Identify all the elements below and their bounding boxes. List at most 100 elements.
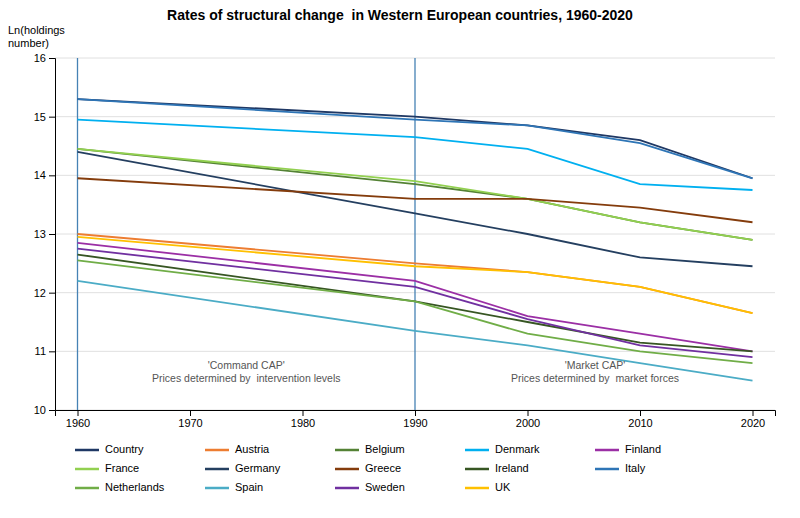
tick: 1980	[291, 410, 315, 429]
legend-swatch	[465, 487, 489, 490]
series-line	[78, 249, 753, 358]
text-line: number)	[8, 37, 49, 49]
tick-label: 1980	[291, 417, 315, 429]
chart: 1960 1970 1980 1990 2000 2010 2020 10 11 12 13 14 15…	[0, 0, 800, 518]
legend-label: Denmark	[495, 443, 540, 455]
series-line	[78, 149, 753, 240]
tick-mark	[190, 410, 191, 416]
legend-swatch	[205, 449, 229, 452]
legend-label: Netherlands	[105, 481, 165, 493]
legend-item: UK	[465, 481, 511, 493]
legend-swatch	[465, 449, 489, 452]
tick: 2020	[741, 410, 765, 429]
plot: 1960 1970 1980 1990 2000 2010 2020 10 11 12 13 14 15…	[34, 52, 776, 429]
legend-label: Spain	[235, 481, 263, 493]
legend-label: Country	[105, 443, 144, 455]
legend-label: Greece	[365, 462, 401, 474]
legend-label: Sweden	[365, 481, 405, 493]
legend-item: Belgium	[335, 443, 405, 455]
tick-mark	[753, 410, 754, 416]
text-line: Prices determined by intervention levels	[152, 371, 341, 383]
legend-label: Austria	[235, 443, 270, 455]
tick: 10	[34, 404, 55, 416]
tick-label: 16	[34, 52, 46, 64]
grid	[55, 58, 775, 410]
tick: 11	[35, 345, 55, 357]
tick-mark	[415, 410, 416, 416]
legend-swatch	[75, 468, 99, 471]
series-line	[78, 255, 753, 352]
legend-item: Greece	[335, 462, 401, 474]
tick-label: 1990	[403, 417, 427, 429]
tick: 16	[34, 52, 55, 64]
series-line	[78, 152, 753, 266]
legend-item: Denmark	[465, 443, 540, 455]
tick: 12	[34, 287, 55, 299]
tick-label: 2000	[516, 417, 540, 429]
tick-mark	[640, 410, 641, 416]
x-axis: 1960 1970 1980 1990 2000 2010 2020	[56, 410, 776, 429]
legend-item: Country	[75, 443, 144, 455]
tick: 2010	[628, 410, 652, 429]
tick-mark	[49, 58, 55, 59]
legend-item: Ireland	[465, 462, 529, 474]
legend: Country Austria Belgium Denmark Finland Franc…	[75, 443, 661, 493]
legend-swatch	[335, 487, 359, 490]
legend-item: France	[75, 462, 139, 474]
legend-item: Italy	[595, 462, 646, 474]
tick: 1960	[66, 410, 90, 429]
tick-mark	[528, 410, 529, 416]
legend-label: UK	[495, 481, 511, 493]
legend-swatch	[205, 487, 229, 490]
tick-label: 2020	[741, 417, 765, 429]
text-line: Ln(holdings	[8, 24, 65, 36]
tick: 14	[34, 169, 55, 181]
series-line	[78, 178, 753, 222]
tick: 1970	[178, 410, 202, 429]
legend-item: Finland	[595, 443, 661, 455]
text-line: 'Command CAP'	[208, 358, 285, 370]
marks	[78, 58, 753, 410]
legend-label: Germany	[235, 462, 281, 474]
legend-swatch	[75, 449, 99, 452]
text-line: 'Market CAP'	[565, 358, 626, 370]
series-line	[78, 237, 753, 313]
tick: 2000	[516, 410, 540, 429]
legend-swatch	[335, 468, 359, 471]
legend-label: Italy	[625, 462, 646, 474]
tick-mark	[49, 117, 55, 118]
series-line	[78, 260, 753, 363]
legend-label: Finland	[625, 443, 661, 455]
legend-item: Austria	[205, 443, 270, 455]
legend-swatch	[465, 468, 489, 471]
tick-label: 1970	[178, 417, 202, 429]
y-axis: 10 11 12 13 14 15 16	[34, 52, 56, 416]
series-line	[78, 120, 753, 190]
legend-swatch	[205, 468, 229, 471]
legend-label: France	[105, 462, 139, 474]
axis-domain	[49, 59, 56, 411]
series-line	[78, 149, 753, 240]
tick: 15	[34, 111, 55, 123]
tick: 13	[34, 228, 55, 240]
tick-mark	[49, 410, 55, 411]
legend-item: Sweden	[335, 481, 405, 493]
series-line	[78, 281, 753, 381]
tick-mark	[49, 175, 55, 176]
annotation: 'Market CAP'Prices determined by market …	[511, 358, 679, 383]
tick-mark	[303, 410, 304, 416]
reference-line	[414, 58, 415, 410]
tick-mark	[49, 351, 55, 352]
tick: 1990	[403, 410, 427, 429]
tick-label: 11	[35, 345, 46, 357]
tick-mark	[78, 410, 79, 416]
tick-label: 12	[34, 287, 46, 299]
tick-label: 10	[34, 404, 46, 416]
legend-swatch	[595, 449, 619, 452]
series-line	[78, 99, 753, 178]
series-line	[78, 99, 753, 178]
axis-domain	[56, 411, 776, 417]
legend-item: Netherlands	[75, 481, 165, 493]
tick-label: 15	[34, 111, 46, 123]
legend-swatch	[75, 487, 99, 490]
